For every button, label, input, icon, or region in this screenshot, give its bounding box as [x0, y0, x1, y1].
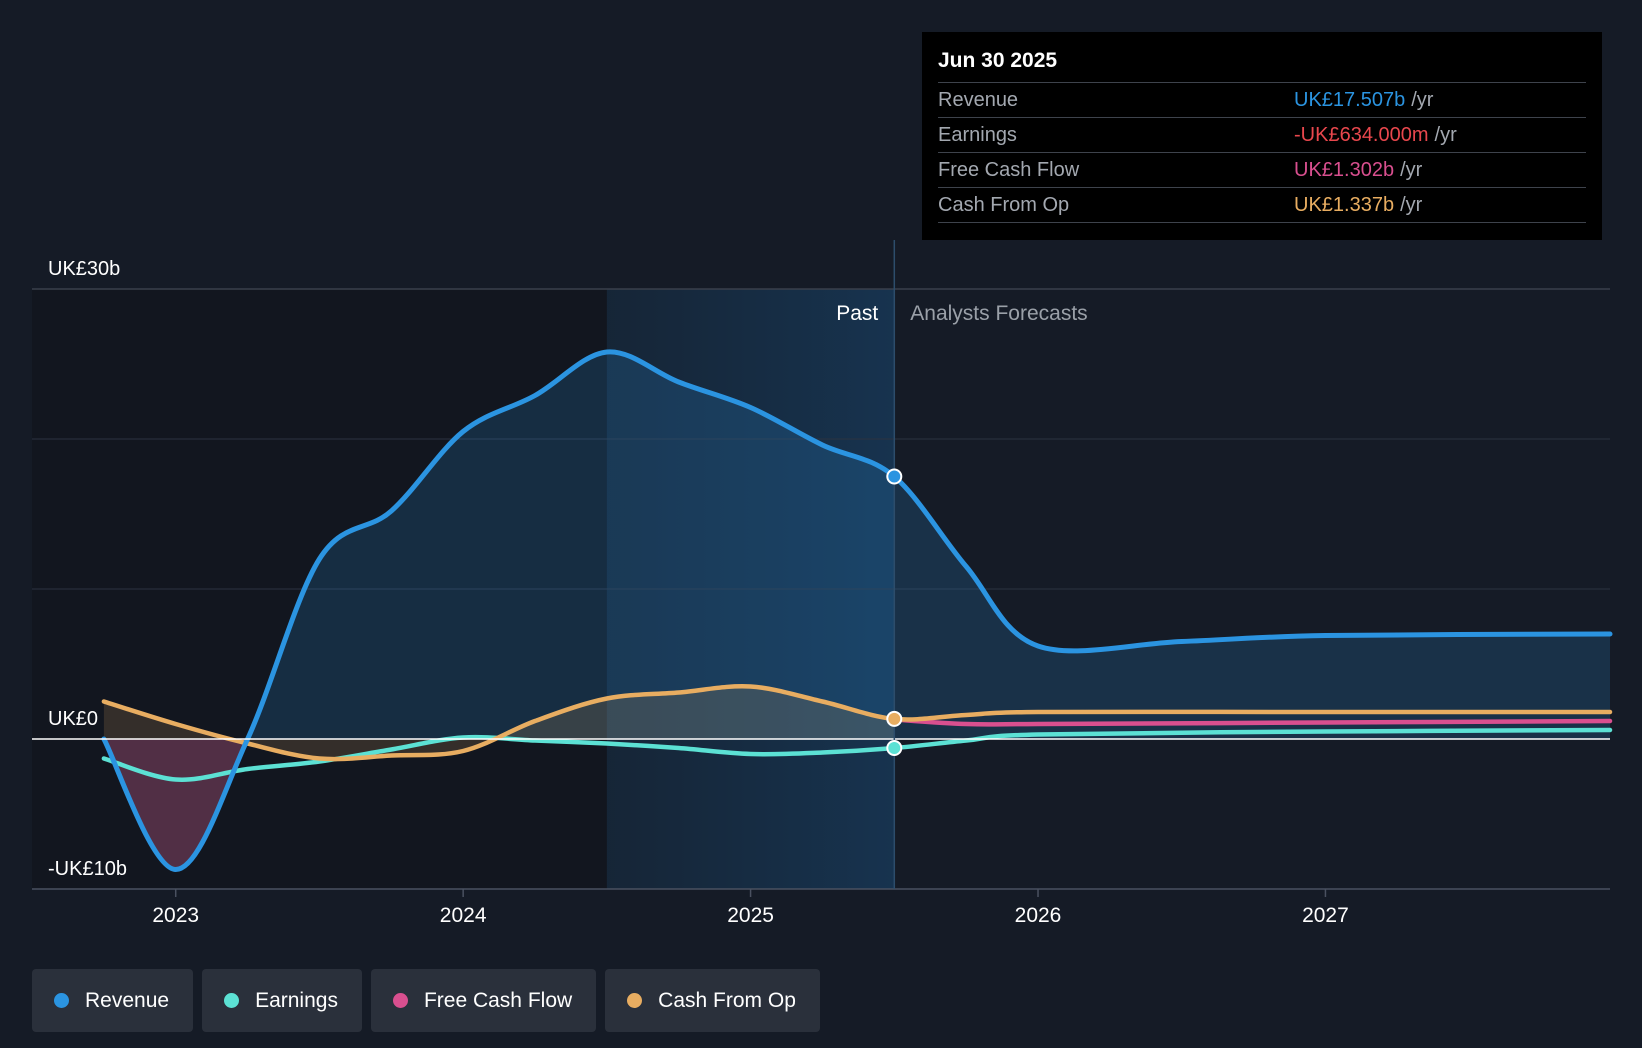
tooltip-date: Jun 30 2025	[938, 49, 1058, 72]
cash-from-op-marker	[886, 710, 903, 727]
legend-label: Revenue	[85, 988, 170, 1012]
tooltip-row-unit: /yr	[1434, 124, 1457, 146]
free-cash-flow-line	[892, 717, 1613, 727]
past-label: Past	[836, 302, 878, 325]
legend: Revenue Earnings Free Cash Flow Cash From O…	[32, 969, 820, 1032]
x-tick-label: 2025	[727, 904, 774, 927]
revenue-area	[103, 351, 1610, 870]
legend-dot-icon	[392, 993, 408, 1008]
cash-from-op-line	[101, 683, 1613, 762]
earnings-line	[101, 727, 1613, 782]
legend-label: Cash From Op	[658, 988, 796, 1012]
tooltip-row: Earnings -UK£634.000m/yr	[938, 117, 1586, 152]
legend-item-revenue[interactable]: Revenue	[32, 969, 194, 1032]
revenue-marker	[886, 468, 903, 485]
legend-dot-icon	[224, 993, 240, 1008]
tooltip-row-value: UK£1.302b	[1294, 159, 1395, 181]
y-tick-label: UK£0	[48, 708, 98, 730]
x-tick-label: 2024	[440, 904, 487, 927]
tooltip-row: Cash From Op UK£1.337b/yr	[938, 187, 1586, 223]
legend-item-cash-from-op[interactable]: Cash From Op	[605, 969, 820, 1032]
chart-area: UK£30b UK£0 -UK£10b 2023 2024 2025 2026 2027 P…	[32, 240, 1613, 927]
tooltip-row: Free Cash Flow UK£1.302b/yr	[938, 152, 1586, 187]
y-tick-label: -UK£10b	[48, 858, 127, 880]
tooltip-row-value: UK£1.337b	[1294, 194, 1395, 216]
tooltip-row-value: UK£17.507b	[1294, 89, 1406, 111]
tooltip-row-unit: /yr	[1411, 89, 1434, 111]
x-tick-label: 2023	[152, 904, 199, 927]
revenue-line	[101, 349, 1613, 872]
tooltip-row-unit: /yr	[1400, 159, 1423, 181]
tooltip-row-value: -UK£634.000m	[1294, 124, 1429, 146]
cash-from-op-area	[103, 686, 895, 760]
y-tick-label: UK£30b	[48, 258, 120, 280]
x-tick-label: 2026	[1015, 904, 1062, 927]
tooltip-row-unit: /yr	[1400, 194, 1423, 216]
tooltip-row: Revenue UK£17.507b/yr	[938, 82, 1586, 117]
legend-label: Earnings	[255, 988, 338, 1012]
tooltip-row-label: Earnings	[938, 124, 1017, 146]
tooltip-row-label: Revenue	[938, 89, 1019, 111]
legend-item-earnings[interactable]: Earnings	[202, 969, 362, 1032]
legend-label: Free Cash Flow	[423, 988, 573, 1012]
earnings-marker	[886, 740, 903, 756]
legend-dot-icon	[627, 993, 643, 1008]
tooltip-row-label: Free Cash Flow	[938, 159, 1080, 181]
x-tick-label: 2027	[1302, 904, 1349, 927]
tooltip-row-label: Cash From Op	[938, 194, 1070, 216]
legend-item-free-cash-flow[interactable]: Free Cash Flow	[370, 969, 597, 1032]
legend-dot-icon	[54, 993, 69, 1008]
forecast-label: Analysts Forecasts	[910, 302, 1087, 325]
tooltip: Jun 30 2025 Revenue UK£17.507b/yr Earnings…	[922, 32, 1602, 240]
